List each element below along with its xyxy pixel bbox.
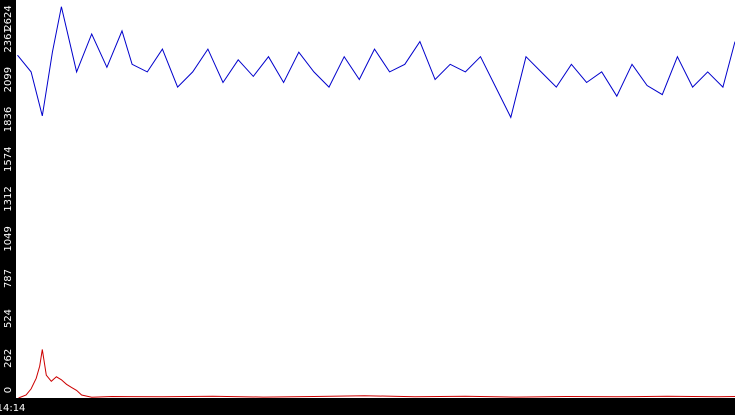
series-group [17,6,735,399]
y-tick-label: 787 [3,269,14,288]
x-tick-label: 14:14 [0,403,25,414]
series-line-1 [18,349,735,399]
y-tick-label: 1574 [3,147,14,172]
y-axis-band [0,0,16,415]
x-tick-labels: 14:0114:0214:0314:0414:0514:0614:0714:08… [0,403,25,414]
y-tick-label: 524 [3,309,14,328]
y-tick-label: 2099 [3,67,14,92]
series-line-0 [17,6,735,119]
y-tick-label: 0 [3,387,14,393]
y-tick-label: 262 [3,349,14,368]
y-tick-label: 1836 [3,107,14,132]
y-tick-label: 2624 [3,5,14,30]
y-tick-label: 1312 [3,186,14,211]
y-tick-label: 2361 [3,27,14,52]
x-axis-band [0,399,735,415]
y-tick-label: 1049 [3,226,14,251]
